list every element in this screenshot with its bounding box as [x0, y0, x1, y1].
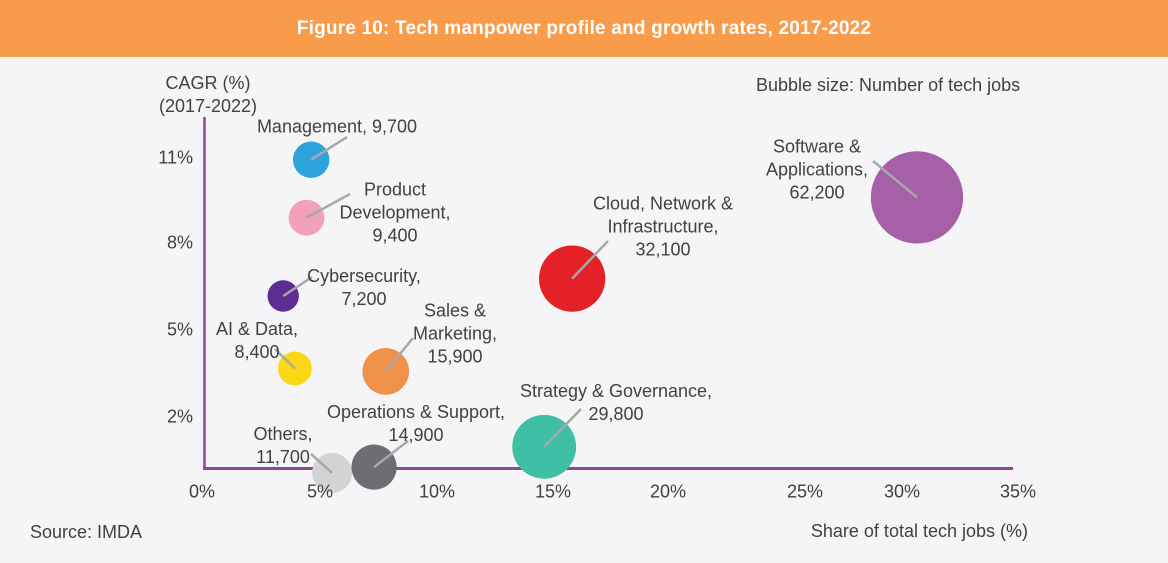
leader-line-management	[310, 135, 348, 161]
bubble-label-line: AI & Data,	[215, 319, 299, 339]
bubble-label-line: 15,900	[427, 346, 483, 367]
bubble-label-sales-marketing: Sales & Marketing, 15,900	[413, 300, 497, 369]
bubble-label-line: 9,400	[372, 225, 418, 246]
x-tick-3: 15%	[534, 481, 572, 502]
bubble-label-line: 11,700	[256, 447, 310, 467]
bubble-cybersecurity	[267, 280, 299, 312]
bubble-label-software-applications: Software & Applications, 62,200	[766, 136, 868, 205]
bubble-label-line: Strategy & Governance,	[519, 381, 713, 401]
bubble-label-line: Software &	[772, 136, 862, 157]
bubble-label-cybersecurity: Cybersecurity, 7,200	[307, 265, 421, 311]
leader-line-others	[310, 453, 333, 474]
figure-title: Figure 10: Tech manpower profile and gro…	[296, 17, 872, 39]
y-axis-title-line1: CAGR (%)	[165, 73, 251, 93]
figure-title-bar: Figure 10: Tech manpower profile and gro…	[0, 0, 1168, 57]
bubble-size-legend: Bubble size: Number of tech jobs	[756, 75, 1021, 95]
bubble-label-line: Cloud, Network &	[592, 193, 734, 214]
source-note: Source: IMDA	[30, 522, 143, 542]
bubble-label-line: 29,800	[588, 404, 644, 424]
bubble-label-operations-support: Operations & Support, 14,900	[327, 401, 505, 447]
x-tick-5: 25%	[786, 481, 824, 502]
x-tick-1: 5%	[306, 481, 334, 502]
y-tick-3: 2%	[166, 406, 193, 427]
bubble-label-line: Infrastructure,	[607, 216, 719, 237]
bubble-label-line: 14,900	[388, 425, 444, 445]
bubble-label-line: Marketing,	[412, 323, 498, 344]
bubble-label-product-development: Product Development, 9,400	[339, 179, 450, 248]
bubble-label-line: 32,100	[635, 239, 691, 260]
leader-line-ai-data	[274, 348, 296, 370]
y-axis-title: CAGR (%) (2017-2022)	[148, 72, 268, 118]
bubble-label-management: Management, 9,700	[257, 116, 417, 139]
x-tick-2: 10%	[418, 481, 456, 502]
x-tick-6: 30%	[883, 481, 921, 502]
bubble-label-line: Applications,	[765, 159, 869, 180]
leader-line-cybersecurity	[282, 275, 313, 298]
leader-line-product-development	[305, 192, 351, 219]
bubble-label-ai-data: AI & Data, 8,400	[216, 318, 298, 364]
x-axis-title: Share of total tech jobs (%)	[810, 521, 1028, 541]
bubble-label-line: Others,	[253, 424, 313, 444]
x-tick-7: 35%	[999, 481, 1037, 502]
y-tick-2: 5%	[166, 319, 193, 340]
leader-line-operations-support	[373, 440, 409, 469]
bubble-label-line: Cybersecurity,	[307, 266, 421, 286]
leader-line-software-applications	[872, 160, 918, 199]
bubble-label-line: 62,200	[789, 182, 845, 203]
bubble-label-strategy-governance: Strategy & Governance, 29,800	[520, 380, 712, 426]
leader-line-cloud-network-infrastructure	[571, 240, 609, 280]
leader-line-strategy-governance	[543, 408, 582, 448]
bubble-label-others: Others, 11,700	[253, 423, 312, 469]
bubble-label-line: Product	[363, 179, 427, 200]
y-tick-1: 8%	[166, 232, 193, 253]
bubble-label-line: Sales &	[423, 300, 487, 321]
bubble-label-line: Development,	[339, 202, 451, 223]
y-tick-0: 11%	[158, 147, 193, 168]
bubble-label-line: 8,400	[234, 342, 280, 362]
bubble-label-line: Operations & Support,	[326, 402, 506, 422]
bubble-label-line: Management, 9,700	[256, 116, 418, 137]
leader-line-sales-marketing	[384, 337, 414, 373]
x-tick-0: 0%	[188, 481, 216, 502]
bubble-label-cloud-network-infrastructure: Cloud, Network & Infrastructure, 32,100	[593, 193, 733, 262]
y-axis-title-line2: (2017-2022)	[158, 96, 258, 116]
x-tick-4: 20%	[649, 481, 687, 502]
bubble-label-line: 7,200	[341, 289, 387, 309]
